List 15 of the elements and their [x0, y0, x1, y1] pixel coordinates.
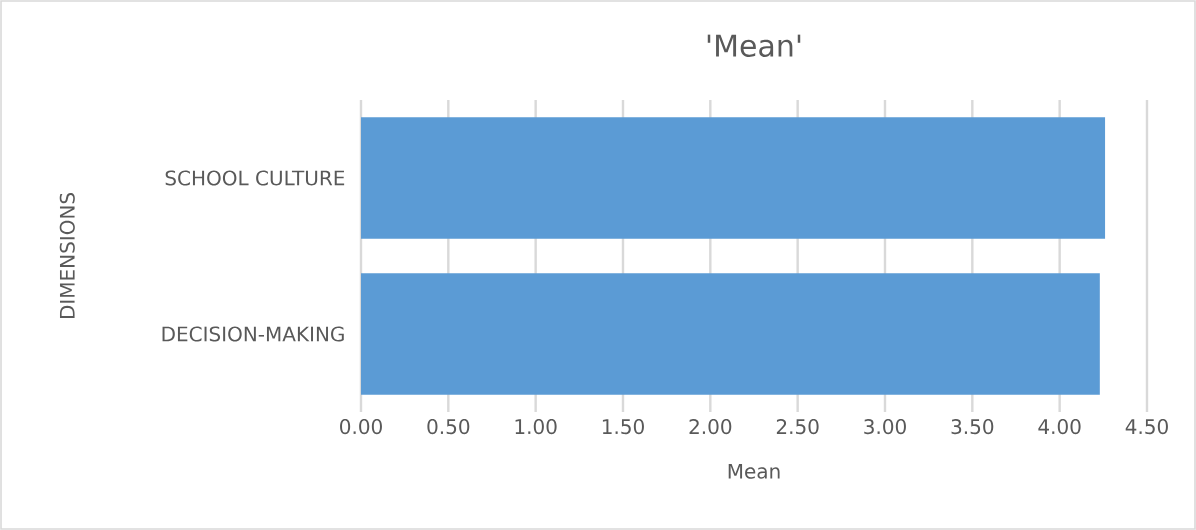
x-tick-label: 2.50 — [776, 419, 819, 435]
x-tick-label: 1.50 — [602, 419, 644, 435]
x-tick-label: 2.00 — [689, 419, 732, 435]
x-tick-label: 4.00 — [1038, 419, 1081, 435]
x-tick-label: 3.50 — [951, 419, 994, 435]
x-tick-label: 4.50 — [1125, 419, 1168, 435]
x-tick-label: 1.00 — [515, 419, 557, 435]
x-tick-label: 3.00 — [864, 419, 906, 435]
chart-title: 'Mean' — [707, 34, 801, 57]
y-axis-title: DIMENSIONS — [59, 193, 75, 319]
x-axis-title: Mean — [728, 463, 780, 479]
y-tick-label: SCHOOL CULTURE — [165, 170, 345, 186]
y-tick-label: DECISION-MAKING — [162, 326, 344, 342]
x-tick-label: 0.00 — [340, 419, 382, 435]
x-tick-label: 0.50 — [427, 419, 470, 435]
